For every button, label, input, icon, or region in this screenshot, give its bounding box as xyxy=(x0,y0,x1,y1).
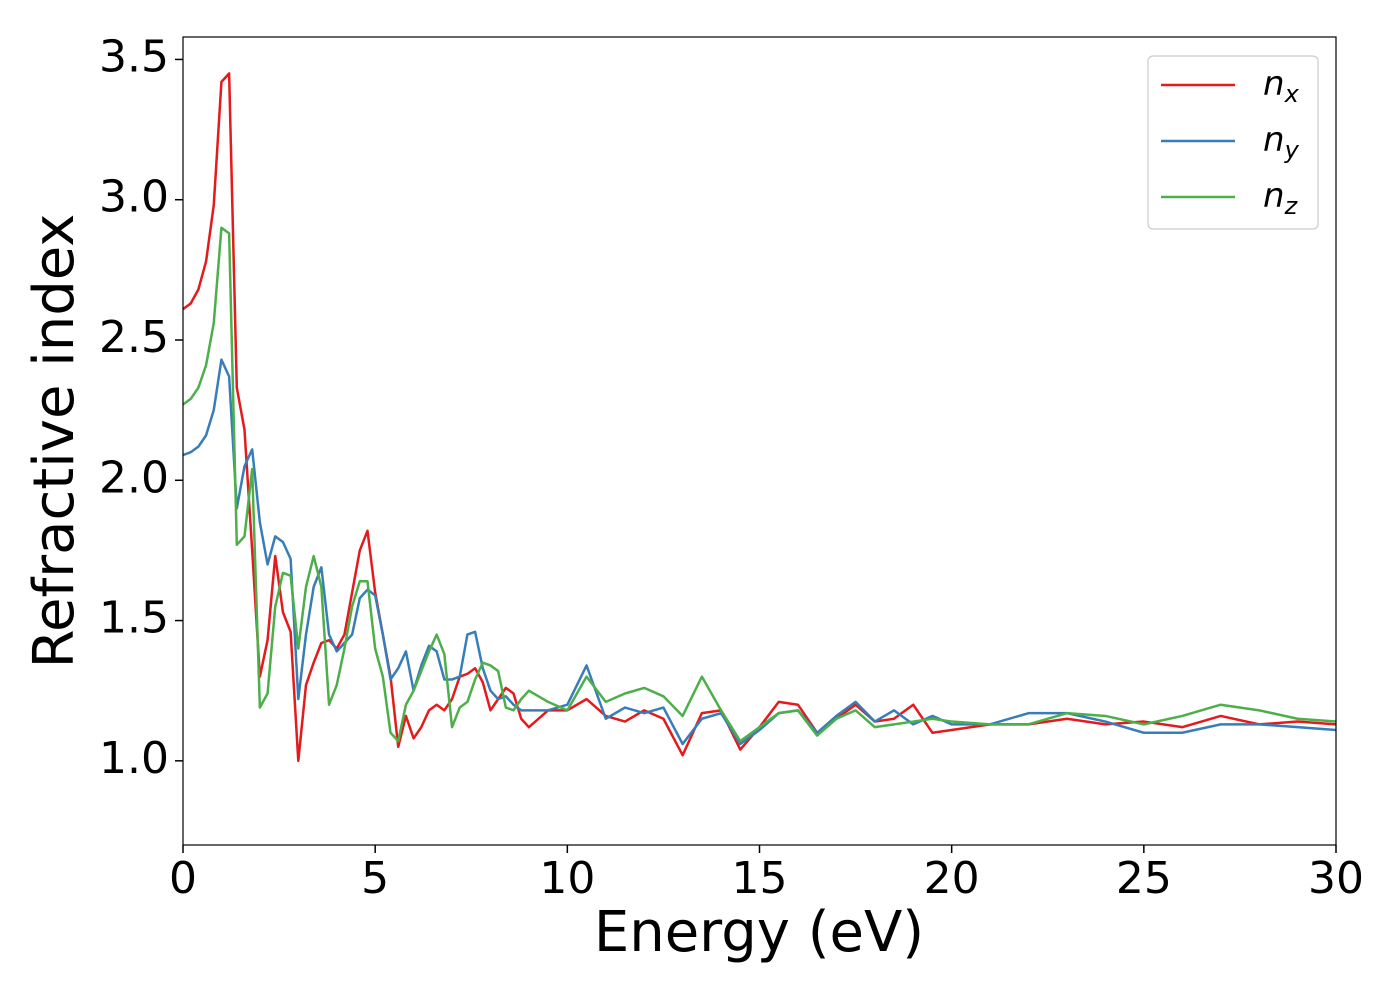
y-tick-label: 1.5 xyxy=(99,593,169,644)
x-tick-label: 0 xyxy=(169,853,197,904)
plot-frame xyxy=(182,36,1337,846)
legend-box xyxy=(1147,55,1319,230)
x-tick-label: 15 xyxy=(732,853,788,904)
data-line xyxy=(183,226,1336,743)
y-tick-label: 2.5 xyxy=(99,312,169,363)
x-tick-label: 20 xyxy=(924,853,980,904)
x-tick-label: 10 xyxy=(539,853,595,904)
y-axis-label: Refractive index xyxy=(22,214,87,669)
x-tick-label: 25 xyxy=(1116,853,1172,904)
legend-label: nz xyxy=(1263,176,1299,221)
legend-label: nx xyxy=(1263,64,1300,109)
x-tick-label: 30 xyxy=(1308,853,1364,904)
y-tick-label: 2.0 xyxy=(99,452,169,503)
y-tick-label: 3.0 xyxy=(99,172,169,223)
data-line xyxy=(183,358,1336,746)
y-tick-label: 3.5 xyxy=(99,31,169,82)
data-line xyxy=(183,72,1336,763)
legend-label: ny xyxy=(1263,120,1300,165)
y-tick-label: 1.0 xyxy=(99,733,169,784)
x-tick-label: 5 xyxy=(361,853,389,904)
x-axis-label: Energy (eV) xyxy=(594,900,924,965)
